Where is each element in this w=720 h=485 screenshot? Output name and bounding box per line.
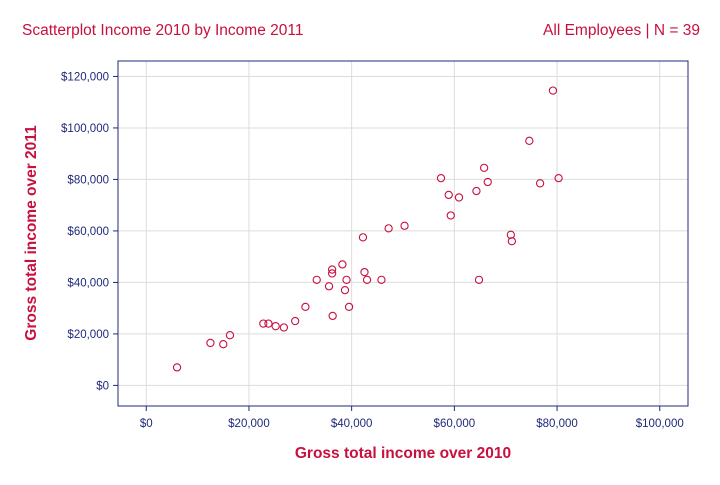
data-point bbox=[340, 285, 350, 295]
y-tick-label: $40,000 bbox=[67, 277, 109, 289]
data-point bbox=[271, 322, 280, 331]
data-point bbox=[436, 173, 446, 183]
data-point bbox=[384, 224, 393, 233]
data-point bbox=[444, 190, 453, 200]
data-point bbox=[474, 275, 484, 284]
x-tick-label: $60,000 bbox=[434, 418, 476, 430]
y-tick-label: $20,000 bbox=[67, 329, 109, 341]
data-point bbox=[291, 316, 300, 326]
data-point bbox=[312, 275, 321, 284]
data-point bbox=[360, 267, 369, 277]
data-point bbox=[525, 136, 534, 145]
data-point bbox=[338, 260, 347, 269]
data-point bbox=[172, 363, 182, 372]
data-points bbox=[172, 86, 563, 372]
data-point bbox=[548, 86, 558, 95]
data-point bbox=[483, 177, 492, 187]
data-point bbox=[225, 331, 235, 340]
data-point bbox=[507, 237, 517, 246]
y-tick-label: $60,000 bbox=[67, 226, 109, 238]
data-point bbox=[259, 319, 268, 328]
y-tick-label: $0 bbox=[96, 380, 109, 392]
y-tick-label: $120,000 bbox=[61, 71, 109, 83]
y-axis-title: Gross total income over 2011 bbox=[23, 125, 40, 341]
y-tick-label: $80,000 bbox=[67, 174, 109, 186]
x-axis-title: Gross total income over 2010 bbox=[295, 445, 511, 462]
data-point bbox=[328, 311, 337, 321]
plot-area bbox=[118, 61, 688, 406]
data-point bbox=[206, 338, 215, 348]
x-tick-label: $100,000 bbox=[636, 418, 684, 430]
data-point bbox=[358, 233, 368, 242]
data-point bbox=[264, 319, 273, 328]
data-point bbox=[324, 282, 334, 291]
chart-title: Scatterplot Income 2010 by Income 2011 bbox=[22, 22, 303, 39]
data-point bbox=[506, 230, 515, 239]
x-tick-label: $0 bbox=[140, 418, 153, 430]
data-point bbox=[344, 302, 354, 312]
data-point bbox=[362, 275, 372, 284]
plot-frame bbox=[117, 60, 689, 407]
x-tick-label: $20,000 bbox=[228, 418, 270, 430]
x-tick-label: $80,000 bbox=[536, 418, 578, 430]
data-point bbox=[327, 269, 337, 278]
axis-ticks: $0 $20,000 $40,000 $60,000 $80,000 $100,000 $0… bbox=[61, 71, 684, 430]
data-point bbox=[535, 179, 545, 188]
data-point bbox=[472, 186, 481, 196]
y-tick-label: $100,000 bbox=[61, 123, 109, 135]
chart-subtitle: All Employees | N = 39 bbox=[543, 22, 700, 39]
data-point bbox=[327, 265, 337, 274]
data-point bbox=[400, 221, 409, 230]
data-point bbox=[554, 173, 563, 183]
data-point bbox=[454, 193, 464, 202]
data-point bbox=[479, 163, 489, 172]
x-tick-label: $40,000 bbox=[331, 418, 373, 430]
grid-lines bbox=[118, 61, 688, 406]
data-point bbox=[342, 275, 351, 284]
data-point bbox=[219, 340, 228, 349]
data-point bbox=[301, 302, 310, 312]
data-point bbox=[279, 323, 289, 332]
data-point bbox=[446, 211, 455, 220]
data-point bbox=[377, 275, 386, 284]
